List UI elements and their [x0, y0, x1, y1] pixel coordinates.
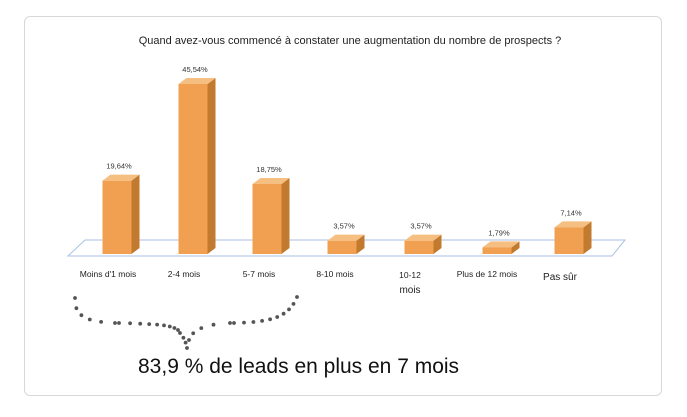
bar-front — [327, 240, 357, 254]
category-label: Pas sûr — [543, 272, 578, 283]
bar-front — [252, 184, 282, 254]
bar-top — [327, 234, 365, 241]
bar — [102, 174, 140, 254]
bar-side — [433, 234, 442, 254]
category-label: 2-4 mois — [168, 269, 201, 279]
labels-group: 19,64% 45,54% 18,75% 3,57% 3,57% 1,79% 7,14% — [106, 65, 582, 237]
brace-dot — [79, 313, 84, 318]
brace-dot — [228, 321, 232, 325]
brace-dot — [187, 338, 191, 342]
brace-dot — [128, 321, 133, 326]
brace-dot — [167, 324, 172, 329]
brace-dot — [242, 320, 246, 325]
brace-dot — [117, 321, 121, 325]
data-label: 3,57% — [333, 222, 355, 231]
curly-brace — [73, 295, 299, 350]
brace-dot — [268, 317, 272, 322]
brace-dot — [185, 346, 189, 350]
category-label: Plus de 12 mois — [457, 269, 517, 279]
chart-title: Quand avez-vous commencé à constater une… — [139, 35, 562, 47]
data-label: 19,64% — [106, 162, 132, 171]
brace-dot — [74, 306, 79, 311]
data-label: 3,57% — [410, 222, 432, 231]
brace-dot — [155, 322, 160, 327]
bar-top — [178, 78, 216, 84]
brace-dot — [291, 302, 296, 306]
brace-dot — [260, 319, 264, 323]
bar — [252, 178, 290, 254]
brace-dot — [178, 331, 182, 335]
bar-top — [482, 241, 520, 248]
bar — [404, 234, 442, 254]
brace-dot — [199, 326, 204, 330]
bar-front — [482, 247, 512, 254]
brace-dot — [87, 317, 92, 322]
bar — [482, 241, 520, 254]
data-label: 18,75% — [256, 165, 282, 174]
brace-dot — [275, 315, 280, 319]
bar-front — [102, 180, 132, 254]
brace-dot — [211, 322, 216, 327]
brace-dot — [287, 307, 291, 312]
brace-dot — [138, 321, 143, 326]
bar-top — [404, 234, 442, 241]
brace-dot — [181, 335, 186, 340]
bar-side — [131, 174, 140, 254]
brace-dot — [295, 295, 299, 299]
category-label: 5-7 mois — [243, 269, 276, 279]
brace-dot — [191, 331, 196, 336]
bar-top — [102, 174, 140, 181]
data-label: 45,54% — [182, 65, 208, 74]
bar-side — [511, 241, 520, 254]
category-label: Moins d'1 mois — [80, 269, 136, 279]
bars-group — [102, 78, 592, 254]
brace-dot — [176, 328, 180, 332]
brace-dot — [232, 321, 236, 325]
brace-dot — [183, 340, 188, 345]
data-label: 1,79% — [488, 228, 510, 237]
bar-side — [207, 78, 216, 254]
bar-side — [583, 221, 592, 254]
category-labels-group: Moins d'1 mois 2-4 mois 5-7 mois 8-10 mois 1… — [80, 269, 578, 296]
bar-front — [554, 227, 584, 254]
bar-side — [281, 178, 290, 254]
bar — [327, 234, 365, 254]
brace-dot — [251, 320, 256, 324]
data-label: 7,14% — [560, 208, 582, 217]
bar — [178, 78, 216, 254]
brace-dot — [162, 323, 166, 328]
brace-dot — [147, 322, 152, 326]
brace-dot — [281, 311, 286, 316]
bar — [554, 221, 592, 254]
bar-side — [356, 234, 365, 254]
brace-dot — [172, 326, 177, 330]
bar-front — [178, 84, 208, 254]
brace-dot — [73, 296, 77, 300]
brace-dot — [99, 320, 103, 324]
bar-top — [252, 178, 290, 185]
bar-front — [404, 240, 434, 254]
category-label: 8-10 mois — [316, 269, 353, 279]
annotation-text: 83,9 % de leads en plus en 7 mois — [138, 355, 460, 378]
brace-dot — [113, 321, 117, 325]
bar-top — [554, 221, 592, 228]
category-label: 10-12 mois — [399, 270, 421, 296]
